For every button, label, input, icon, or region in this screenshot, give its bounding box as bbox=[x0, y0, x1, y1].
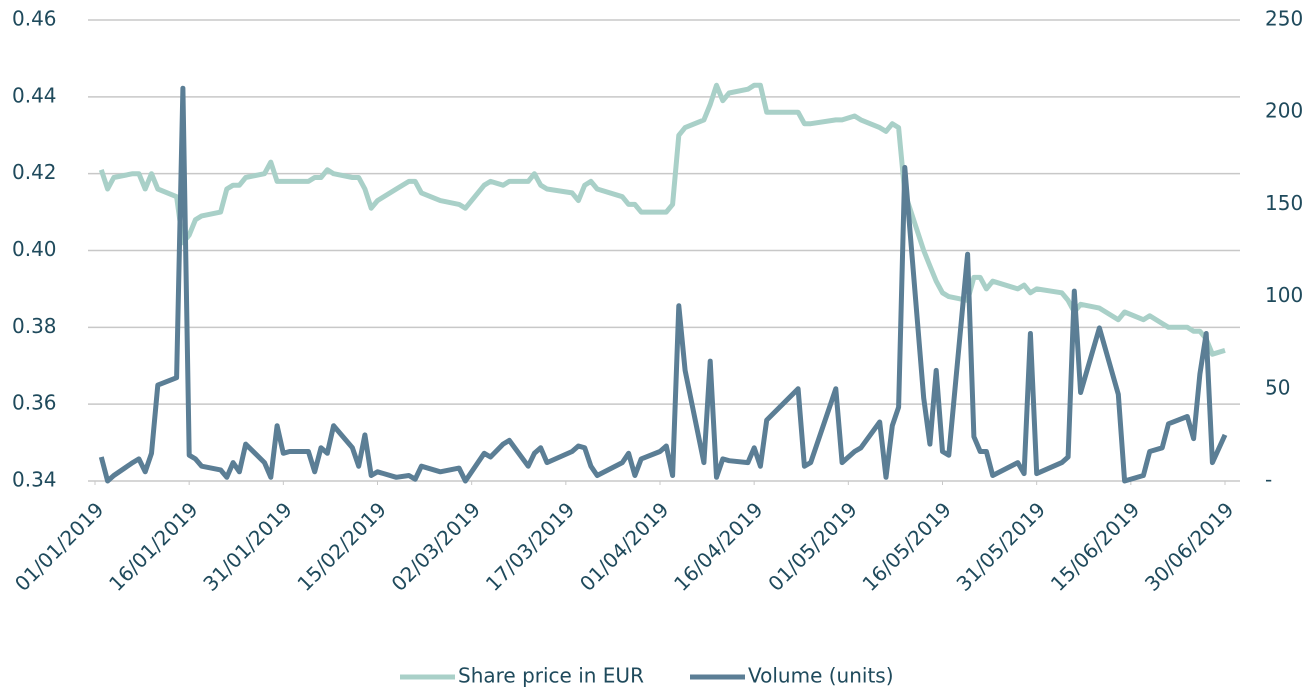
y2-tick-label: 250 bbox=[1265, 7, 1303, 31]
y2-tick-label: 100 bbox=[1265, 283, 1303, 307]
x-tick-label: 16/01/2019 bbox=[104, 497, 202, 595]
x-tick-label: 01/01/2019 bbox=[10, 497, 108, 595]
legend-label: Share price in EUR bbox=[458, 664, 644, 688]
x-tick-label: 02/03/2019 bbox=[387, 497, 485, 595]
y-tick-label: 0.34 bbox=[12, 468, 57, 492]
x-tick-label: 15/02/2019 bbox=[292, 497, 390, 595]
y2-tick-label: 150 bbox=[1265, 191, 1303, 215]
y2-tick-label: - bbox=[1265, 468, 1272, 492]
y-tick-label: 0.44 bbox=[12, 83, 57, 107]
x-tick-label: 31/05/2019 bbox=[952, 497, 1050, 595]
y2-tick-label: 50 bbox=[1265, 375, 1290, 399]
y-tick-label: 0.40 bbox=[12, 237, 57, 261]
y-tick-label: 0.46 bbox=[12, 7, 57, 31]
x-tick-label: 30/06/2019 bbox=[1140, 497, 1238, 595]
x-tick-label: 16/04/2019 bbox=[669, 497, 767, 595]
y-tick-label: 0.42 bbox=[12, 160, 57, 184]
series-line bbox=[98, 82, 1226, 357]
x-tick-label: 16/05/2019 bbox=[857, 497, 955, 595]
y2-tick-label: 200 bbox=[1265, 99, 1303, 123]
y-tick-label: 0.36 bbox=[12, 391, 57, 415]
x-tick-label: 15/06/2019 bbox=[1046, 497, 1144, 595]
x-tick-label: 01/05/2019 bbox=[763, 497, 861, 595]
x-tick-label: 17/03/2019 bbox=[481, 497, 579, 595]
x-tick-label: 01/04/2019 bbox=[575, 497, 673, 595]
x-tick-label: 31/01/2019 bbox=[198, 497, 296, 595]
legend-label: Volume (units) bbox=[748, 664, 894, 688]
series-line bbox=[98, 85, 1228, 484]
y-tick-label: 0.38 bbox=[12, 314, 57, 338]
